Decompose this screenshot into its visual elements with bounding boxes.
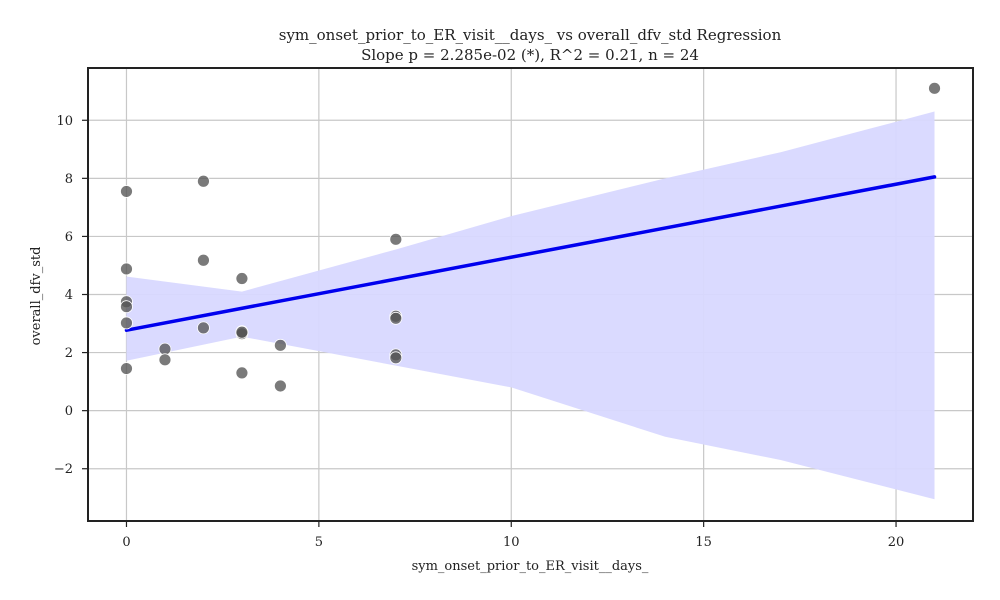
data-point-14 xyxy=(235,366,249,380)
y-tick-label-3: 4 xyxy=(65,288,73,303)
regression-line-group xyxy=(124,175,937,332)
data-point-22 xyxy=(928,81,941,95)
data-point-11 xyxy=(235,272,249,285)
data-point-6 xyxy=(158,342,172,356)
confidence-band xyxy=(126,111,935,500)
data-point-1 xyxy=(120,262,133,276)
data-point-16 xyxy=(273,379,287,393)
data-point-15 xyxy=(273,338,287,352)
y-tick-label-1: 0 xyxy=(65,404,73,419)
data-point-8 xyxy=(197,174,210,188)
y-axis-label: overall_dfv_std xyxy=(29,247,44,346)
data-point-19 xyxy=(389,311,403,325)
data-point-10 xyxy=(197,321,210,335)
tick-labels: 0 5 10 15 20 −2 0 2 4 6 8 10 xyxy=(54,114,904,550)
y-tick-label-2: 2 xyxy=(65,346,73,361)
x-tick-label-4: 20 xyxy=(888,535,905,550)
chart-subtitle: Slope p = 2.285e-02 (*), R^2 = 0.21, n =… xyxy=(361,46,699,64)
y-tick-label-0: −2 xyxy=(54,462,73,477)
x-tick-label-2: 10 xyxy=(503,535,520,550)
x-tick-label-1: 5 xyxy=(315,535,323,550)
y-tick-label-6: 10 xyxy=(56,114,73,129)
x-tick-label-3: 15 xyxy=(695,535,712,550)
y-tick-label-5: 8 xyxy=(65,172,73,187)
x-axis-label: sym_onset_prior_to_ER_visit__days_ xyxy=(412,559,649,574)
data-point-4 xyxy=(120,316,133,330)
data-point-7 xyxy=(158,353,172,367)
scatter-points xyxy=(120,81,941,393)
chart-title: sym_onset_prior_to_ER_visit__days_ vs ov… xyxy=(279,26,782,44)
data-point-5 xyxy=(120,362,133,375)
data-point-17 xyxy=(389,232,403,246)
confidence-band-group xyxy=(126,111,935,500)
y-tick-label-4: 6 xyxy=(65,230,73,245)
data-point-9 xyxy=(197,253,210,267)
data-point-0 xyxy=(120,185,133,198)
data-point-3 xyxy=(120,300,133,314)
data-point-21 xyxy=(389,351,403,365)
x-tick-label-0: 0 xyxy=(122,535,130,550)
data-point-23 xyxy=(235,325,249,339)
regression-line xyxy=(124,175,937,332)
